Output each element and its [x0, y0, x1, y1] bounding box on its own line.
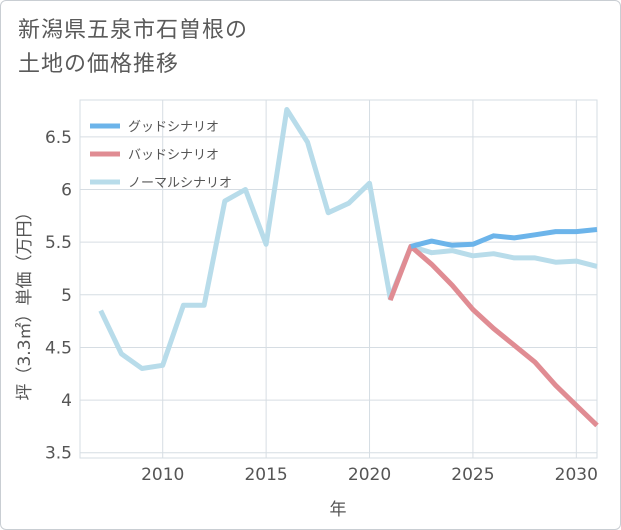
x-tick-label: 2025 — [451, 465, 494, 485]
grid-lines — [80, 100, 597, 458]
y-tick-label: 3.5 — [45, 444, 72, 464]
y-tick-label: 5 — [61, 286, 72, 306]
y-tick-label: 4.5 — [45, 338, 72, 358]
x-tick-label: 2010 — [141, 465, 184, 485]
y-tick-label: 6.5 — [45, 128, 72, 148]
x-axis-title: 年 — [330, 500, 347, 520]
legend-label-good: グッドシナリオ — [128, 120, 219, 135]
series-line-bad — [387, 243, 599, 428]
y-axis-ticks: 3.5 4 4.5 5 5.5 6 6.5 — [45, 128, 72, 464]
y-axis-title: 坪（3.3㎡）単価（万円） — [15, 203, 35, 400]
y-tick-label: 6 — [61, 181, 72, 201]
y-tick-label: 5.5 — [45, 233, 72, 253]
x-axis-ticks: 2010 2015 2020 2025 2030 — [141, 465, 598, 485]
x-tick-label: 2020 — [348, 465, 391, 485]
legend-label-bad: バッドシナリオ — [128, 148, 219, 163]
series-line-normal — [98, 107, 598, 371]
chart-title-line-2: 土地の価格推移 — [18, 52, 180, 77]
x-tick-label: 2015 — [244, 465, 287, 485]
series-lines — [98, 107, 599, 428]
y-tick-label: 4 — [61, 391, 72, 411]
series-line-good — [410, 227, 598, 249]
x-tick-label: 2030 — [555, 465, 598, 485]
chart-title: 新潟県五泉市石曽根の 土地の価格推移 — [18, 14, 438, 82]
legend-label-normal: ノーマルシナリオ — [128, 176, 232, 191]
chart-title-line-1: 新潟県五泉市石曽根の — [18, 18, 249, 43]
plot-area — [79, 99, 598, 459]
